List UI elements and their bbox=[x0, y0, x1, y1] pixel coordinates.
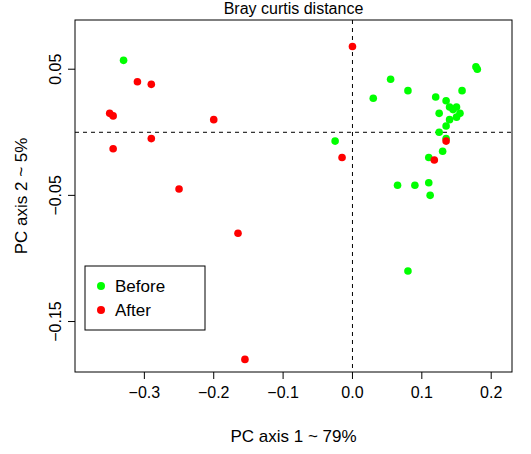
point bbox=[338, 154, 346, 162]
y-tick bbox=[68, 195, 75, 196]
point bbox=[474, 65, 482, 73]
point bbox=[435, 110, 443, 118]
point bbox=[431, 156, 439, 164]
x-tick-label: 0.2 bbox=[480, 384, 502, 401]
x-tick bbox=[352, 372, 353, 379]
x-tick bbox=[144, 372, 145, 379]
x-tick-label: −0.1 bbox=[267, 384, 299, 401]
page: {"chart_data": {"type": "scatter", "titl… bbox=[0, 0, 531, 454]
point bbox=[109, 112, 117, 120]
point bbox=[404, 87, 412, 95]
y-tick bbox=[68, 321, 75, 322]
legend-marker bbox=[97, 306, 105, 314]
point bbox=[148, 135, 156, 143]
x-tick bbox=[421, 372, 422, 379]
x-tick-label: −0.2 bbox=[198, 384, 230, 401]
point bbox=[234, 229, 242, 237]
point bbox=[435, 128, 443, 136]
title: Bray curtis distance bbox=[224, 0, 364, 17]
plot-area bbox=[75, 20, 512, 372]
x-tick bbox=[491, 372, 492, 379]
x-tick bbox=[213, 372, 214, 379]
point bbox=[442, 137, 450, 145]
point bbox=[210, 116, 218, 124]
x-axis-label: PC axis 1 ~ 79% bbox=[230, 427, 356, 446]
legend-marker bbox=[97, 282, 105, 290]
y-tick-label: −0.05 bbox=[47, 175, 64, 216]
point bbox=[394, 181, 402, 189]
point bbox=[458, 87, 466, 95]
x-tick-label: 0.0 bbox=[341, 384, 363, 401]
point bbox=[134, 78, 142, 86]
legend-label: Before bbox=[115, 277, 165, 296]
point bbox=[148, 81, 156, 89]
point bbox=[349, 43, 357, 51]
x-tick-label: −0.3 bbox=[129, 384, 161, 401]
y-tick-label: 0.05 bbox=[47, 54, 64, 85]
point bbox=[120, 57, 128, 65]
y-tick bbox=[68, 69, 75, 70]
chart: Bray curtis distance −0.3 −0.2 −0.1 0.0 0.1 0.… bbox=[0, 0, 531, 454]
x-tick-label: 0.1 bbox=[411, 384, 433, 401]
plot-frame bbox=[75, 20, 512, 372]
point bbox=[175, 185, 183, 193]
point bbox=[432, 93, 440, 101]
reference-line-y bbox=[75, 132, 512, 133]
point bbox=[404, 267, 412, 275]
point bbox=[425, 179, 433, 187]
series-before bbox=[120, 57, 481, 275]
legend: Before After bbox=[85, 266, 205, 330]
point bbox=[369, 94, 377, 102]
point bbox=[442, 122, 450, 130]
point bbox=[411, 181, 419, 189]
point bbox=[241, 356, 249, 364]
point bbox=[109, 145, 117, 153]
y-axis-label: PC axis 2 ~ 5% bbox=[12, 138, 31, 255]
point bbox=[331, 137, 339, 145]
point bbox=[426, 192, 434, 200]
legend-box bbox=[85, 266, 205, 330]
legend-label: After bbox=[115, 301, 151, 320]
point bbox=[439, 147, 447, 155]
x-tick bbox=[283, 372, 284, 379]
point bbox=[453, 113, 461, 121]
y-tick-label: −0.15 bbox=[47, 301, 64, 342]
point bbox=[387, 75, 395, 83]
reference-line-x bbox=[352, 20, 353, 372]
